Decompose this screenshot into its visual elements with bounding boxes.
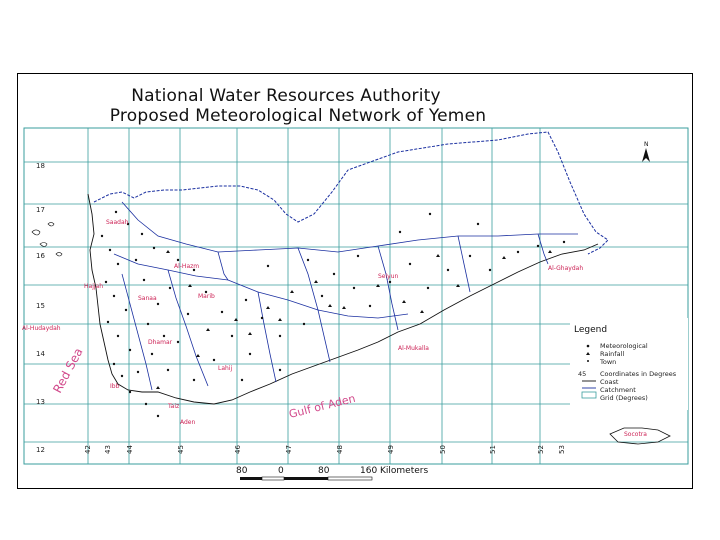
gulf-of-aden-label: Gulf of Aden — [288, 392, 357, 421]
legend-town: Town — [599, 358, 616, 366]
map-subtitle: Proposed Meteorological Network of Yemen — [109, 106, 487, 126]
lon-label-51: 51 — [489, 445, 497, 454]
city-label-sanaa: Sanaa — [138, 295, 157, 302]
city-label-aden: Aden — [180, 419, 195, 426]
scale-tick-160: 160 — [360, 466, 377, 476]
city-label-hajjah: Hajjah — [84, 283, 103, 290]
legend-rainfall: Rainfall — [600, 350, 624, 358]
lon-label-46: 46 — [234, 445, 242, 454]
lat-label-14: 14 — [36, 350, 45, 358]
scale-bar: 80 0 80 160 Kilometers — [236, 466, 428, 481]
map-title: National Water Resources Authority — [131, 86, 441, 106]
scale-tick-80: 80 — [318, 466, 330, 476]
station-markers — [100, 210, 566, 418]
lon-label-45: 45 — [177, 445, 185, 454]
lat-label-13: 13 — [36, 398, 45, 406]
country-boundary — [93, 131, 609, 255]
svg-text:N: N — [644, 141, 649, 148]
city-label-taiz: Taiz — [167, 403, 179, 410]
city-label-marib: Marib — [198, 293, 215, 300]
red-sea-label: Red Sea — [50, 346, 85, 396]
lon-label-50: 50 — [439, 445, 447, 454]
legend-grid: Grid (Degrees) — [600, 394, 648, 402]
lat-label-16: 16 — [36, 252, 45, 260]
lon-label-44: 44 — [126, 445, 134, 454]
legend-coord-sample: 45 — [578, 370, 586, 378]
lat-label-12: 12 — [36, 446, 45, 454]
legend-coast: Coast — [600, 378, 619, 386]
city-label-ibb: Ibb — [110, 383, 120, 390]
lon-label-42: 42 — [84, 445, 92, 454]
lon-label-49: 49 — [387, 445, 395, 454]
lat-label-17: 17 — [36, 206, 45, 214]
lon-label-48: 48 — [336, 445, 344, 454]
scale-tick-0: 0 — [278, 466, 284, 476]
coastline — [87, 193, 599, 405]
city-label-al-hudaydah: Al-Hudaydah — [22, 325, 61, 332]
scale-tick-80-left: 80 — [236, 466, 248, 476]
longitude-grid — [87, 128, 541, 464]
lon-label-52: 52 — [537, 445, 545, 454]
scale-unit: Kilometers — [380, 466, 428, 476]
city-label-al-mukalla: Al-Mukalla — [398, 345, 429, 352]
legend-title: Legend — [574, 325, 607, 335]
north-arrow-icon: N — [642, 141, 650, 162]
city-label-al-ghaydah: Al-Ghaydah — [548, 265, 583, 272]
city-label-dhamar: Dhamar — [148, 339, 173, 346]
legend-coordinates: Coordinates in Degrees — [600, 370, 677, 378]
city-label-al-hazm: Al-Hazm — [174, 263, 199, 270]
lat-label-18: 18 — [36, 162, 45, 170]
legend-meteorological: Meteorological — [600, 342, 648, 350]
legend-catchment: Catchment — [600, 386, 636, 394]
map-canvas: Saadah Al-Hazm Hajjah Sanaa Marib Al-Hud… — [22, 127, 689, 481]
city-label-saadah: Saadah — [106, 219, 129, 226]
city-label-seiyun: Seiyun — [378, 273, 399, 280]
catchment-lines — [113, 201, 578, 391]
rainfall-markers — [156, 250, 552, 389]
map-legend: Legend 45 Meteorological Rainfall Town C… — [570, 318, 688, 410]
red-sea-islands — [31, 222, 63, 257]
city-label-socotra: Socotra — [624, 431, 647, 438]
lon-label-43: 43 — [104, 445, 112, 454]
city-label-lahij: Lahij — [218, 365, 232, 372]
lon-label-53: 53 — [558, 445, 566, 454]
lat-label-15: 15 — [36, 302, 45, 310]
socotra-island — [609, 427, 671, 445]
lon-label-47: 47 — [285, 445, 293, 454]
grid-border — [23, 127, 689, 465]
map-frame: National Water Resources Authority Propo… — [17, 73, 693, 489]
